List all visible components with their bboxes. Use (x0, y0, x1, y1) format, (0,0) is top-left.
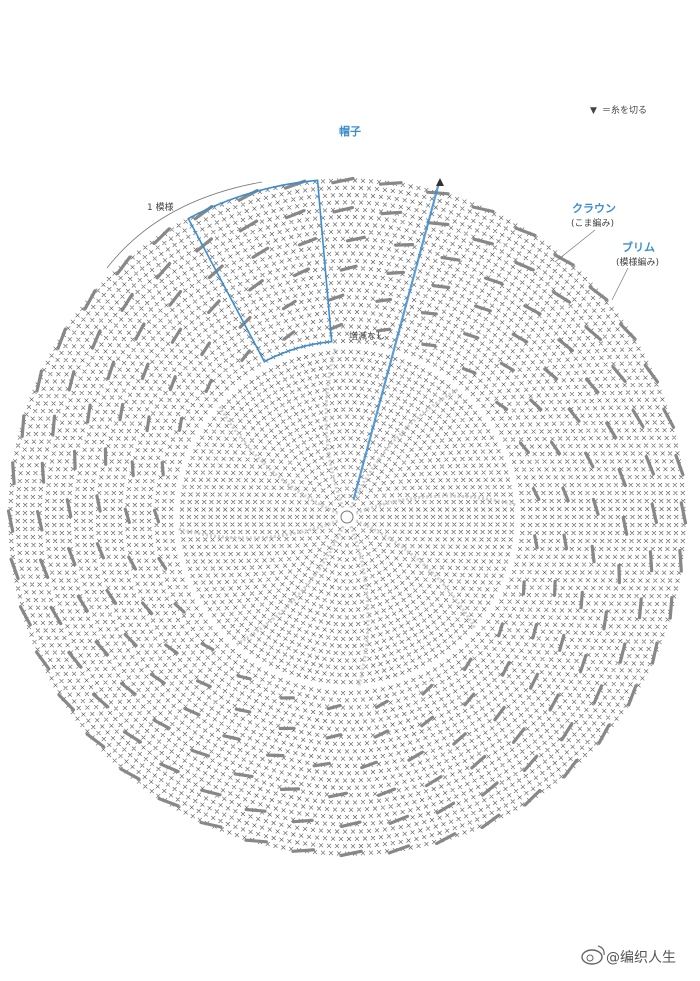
brim-round (44, 214, 650, 820)
brim-round (15, 185, 679, 849)
brim-note: (模様編み) (616, 256, 659, 268)
crown-round (201, 371, 493, 663)
brim-label: ブリム (622, 240, 655, 254)
diagram-title: 帽子 (339, 124, 361, 138)
crown-round (258, 428, 436, 606)
crown-increase-line (177, 519, 339, 540)
crown-note: (こま編み) (571, 217, 614, 229)
crown-round (222, 392, 472, 642)
brim-pattern-row (95, 264, 600, 770)
crown-round (229, 399, 465, 635)
crown-round (251, 421, 443, 613)
magic-ring (340, 510, 354, 524)
cut-yarn-marker (436, 178, 444, 186)
crown-leader (554, 229, 596, 263)
watermark: @编织人生 (581, 945, 676, 966)
brim-round (73, 243, 621, 791)
crown-increase-line (349, 525, 370, 687)
brim-round (88, 258, 606, 776)
crown-increase-line (349, 387, 460, 509)
weibo-icon (581, 945, 605, 965)
crown-increase-line (355, 494, 517, 515)
crown-increase-line (324, 347, 345, 509)
start-line (352, 182, 441, 500)
brim-round (110, 280, 584, 754)
crown-round (193, 363, 501, 671)
crown-increase-line (355, 519, 477, 630)
watermark-text: @编织人生 (606, 950, 676, 966)
brim-pattern-row (6, 176, 688, 858)
brim-pattern-row (36, 206, 658, 828)
crown-stitches (179, 349, 515, 685)
crown-round (294, 464, 400, 570)
crown-round (237, 407, 457, 627)
brim-round (103, 273, 591, 761)
brim-round (117, 287, 577, 747)
crown-round (287, 457, 407, 577)
crown-round (330, 500, 364, 534)
brim-round (30, 200, 664, 834)
crown-increase-line (217, 404, 339, 515)
brim-pattern-row (152, 322, 541, 711)
repeat-bracket (106, 181, 263, 269)
crown-round (186, 356, 508, 678)
brim-pattern-row (123, 293, 570, 740)
diagram-guides (106, 178, 629, 687)
legend-text: ＝糸を切る (602, 104, 647, 116)
brim-stitches (6, 176, 688, 858)
crown-round (280, 450, 414, 584)
brim-round (66, 236, 628, 798)
cut-yarn-icon: ▼ (590, 106, 597, 116)
repeat-label: 1 模様 (147, 201, 174, 213)
crown-label: クラウン (572, 202, 616, 215)
crown-round (244, 414, 450, 620)
crown-round (179, 349, 515, 685)
crown-round (208, 378, 486, 656)
crown-increase-line (234, 525, 345, 647)
brim-round (168, 338, 526, 696)
brim-round (146, 316, 548, 718)
brim-round (132, 302, 562, 732)
brim-round (59, 229, 635, 805)
repeat-outline (187, 179, 333, 363)
no-change-label: 増減なし (349, 330, 385, 342)
brim-round (51, 221, 643, 813)
brim-round (22, 192, 672, 842)
crown-round (323, 493, 371, 541)
brim-round (81, 251, 613, 783)
crown-round (215, 385, 479, 649)
crown-round (316, 486, 378, 548)
brim-leader (611, 267, 629, 301)
brim-round (139, 309, 555, 725)
brim-round (161, 331, 533, 703)
